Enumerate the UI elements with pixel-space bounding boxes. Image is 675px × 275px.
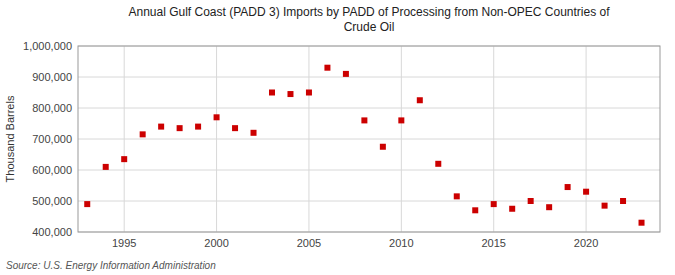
x-tick-label: 2000: [204, 237, 228, 249]
point: [620, 198, 626, 204]
points: [84, 65, 644, 226]
x-grid-line: [124, 46, 125, 232]
x-grid-line: [401, 46, 402, 232]
y-tick-label: 600,000: [32, 164, 72, 176]
point: [158, 124, 164, 130]
point: [214, 114, 220, 120]
point: [435, 161, 441, 167]
y-grid-line: [78, 170, 660, 171]
point: [380, 144, 386, 150]
chart: Annual Gulf Coast (PADD 3) Imports by PA…: [0, 0, 675, 275]
point: [491, 201, 497, 207]
y-axis-label: Thousand Barrels: [4, 95, 16, 182]
point: [195, 124, 201, 130]
y-grid-line: [78, 201, 660, 202]
point: [306, 90, 312, 96]
source: Source: U.S. Energy Information Administ…: [6, 260, 216, 271]
x-tick-label: 1995: [112, 237, 136, 249]
point: [343, 71, 349, 77]
y-tick-label: 700,000: [32, 133, 72, 145]
point: [251, 130, 257, 136]
point: [602, 203, 608, 209]
point: [177, 125, 183, 131]
point: [269, 90, 275, 96]
title: Annual Gulf Coast (PADD 3) Imports by PA…: [128, 5, 610, 34]
point: [398, 117, 404, 123]
point: [583, 189, 589, 195]
point: [287, 91, 293, 97]
y-tick-label: 1,000,000: [23, 40, 72, 52]
y-grid-line: [78, 77, 660, 78]
point: [84, 201, 90, 207]
point: [324, 65, 330, 71]
x-tick-label: 2010: [389, 237, 413, 249]
point: [417, 97, 423, 103]
title-line: Crude Oil: [344, 20, 395, 34]
point: [140, 131, 146, 137]
x-tick-label: 2020: [574, 237, 598, 249]
y-grid-line: [78, 139, 660, 140]
x-tick-label: 2005: [297, 237, 321, 249]
point: [103, 164, 109, 170]
title-line: Annual Gulf Coast (PADD 3) Imports by PA…: [128, 5, 610, 19]
grid: [78, 46, 660, 232]
point: [472, 207, 478, 213]
point: [528, 198, 534, 204]
y-tick-label: 800,000: [32, 102, 72, 114]
point: [546, 204, 552, 210]
point: [639, 220, 645, 226]
point: [121, 156, 127, 162]
point: [509, 206, 515, 212]
point: [565, 184, 571, 190]
y-tick-label: 900,000: [32, 71, 72, 83]
x-grid-line: [586, 46, 587, 232]
y-tick-label: 500,000: [32, 195, 72, 207]
point: [454, 193, 460, 199]
plot-frame: [78, 46, 660, 232]
x-tick-label: 2015: [481, 237, 505, 249]
x-grid-line: [216, 46, 217, 232]
point: [232, 125, 238, 131]
x-grid-line: [308, 46, 309, 232]
y-tick-label: 400,000: [32, 226, 72, 238]
point: [361, 117, 367, 123]
y-grid-line: [78, 108, 660, 109]
